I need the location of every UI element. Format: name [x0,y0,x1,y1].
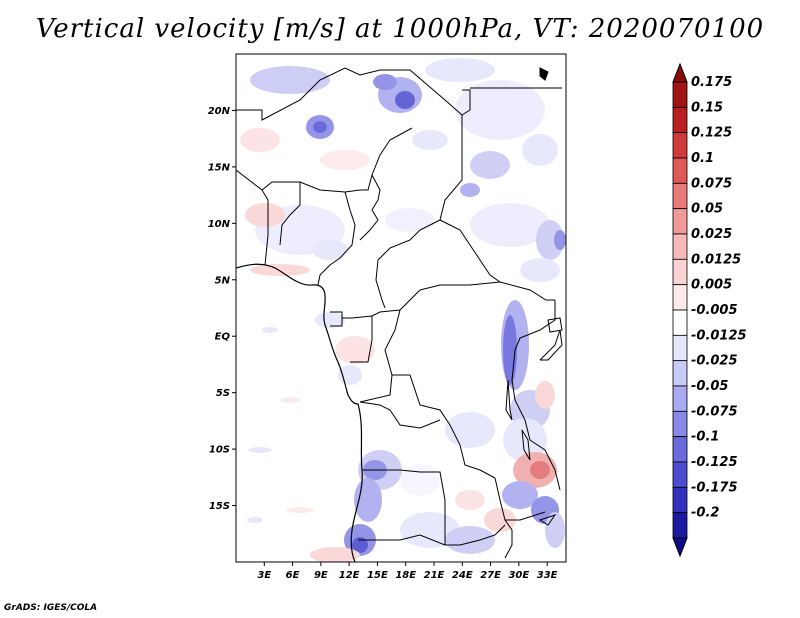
longitude-axis: 3E 6E 9E 12E 15E 18E 21E 24E 27E 30E 33E [257,562,558,581]
lat-tick-label: 10S [209,445,230,456]
colorbar-swatch [672,208,688,235]
colorbar-swatch [672,106,688,134]
colorbar-swatch [672,334,688,362]
grads-credit: GrADS: IGES/COLA [4,603,98,613]
lon-tick-label: 12E [339,570,360,581]
colorbar-label: -0.0125 [691,328,747,343]
colorbar-label: -0.05 [691,379,728,394]
colorbar-label: -0.005 [691,303,738,318]
lon-tick-label: 24E [452,570,473,581]
lon-tick-label: 18E [395,570,416,581]
colorbar-label: 0.1 [691,151,714,166]
latitude-axis: 20N 15N 10N 5N EQ 5S 10S 15S [208,106,236,512]
colorbar-swatch [672,436,688,463]
colorbar-swatch [672,512,688,539]
lat-tick-label: 20N [208,106,231,117]
lon-tick-label: 30E [508,570,529,581]
lon-tick-label: 27E [480,570,501,581]
lat-tick-label: 5S [216,388,230,399]
colorbar-swatch [672,410,688,438]
colorbar-swatch [672,132,688,159]
country-borders [236,67,563,562]
colorbar-label: 0.005 [691,278,732,293]
colorbar-swatch [672,233,688,260]
lon-tick-label: 9E [314,570,328,581]
lon-tick-label: 3E [257,570,271,581]
colorbar-label: 0.075 [691,176,732,191]
colorbar-swatch [672,486,688,514]
colorbar-label: -0.1 [691,430,719,445]
colorbar-label: 0.125 [691,126,732,141]
map-title: Vertical velocity [m/s] at 1000hPa, VT: … [35,14,765,44]
colorbar-label: -0.175 [691,480,738,495]
lat-tick-label: 15S [209,501,230,512]
colorbar-label: -0.025 [691,354,738,369]
lat-tick-label: 15N [208,162,231,173]
colorbar-label: -0.075 [691,404,738,419]
colorbar-label: 0.15 [691,100,723,115]
colorbar-swatch [672,385,688,412]
colorbar-swatch [672,360,688,387]
colorbar-swatch [672,81,688,108]
map-frame [235,53,567,563]
map-panel: 20N 15N 10N 5N EQ 5S 10S 15S 3E 6E 9E 12E 15E 18E 21E… [208,53,567,581]
colorbar-bottom-triangle [672,537,688,558]
velocity-field [240,58,566,562]
colorbar-label: 0.0125 [691,252,741,267]
colorbar-swatch [672,258,688,286]
colorbar-label: -0.2 [691,506,719,521]
colorbar-top-triangle [672,62,688,83]
colorbar-label: 0.175 [691,75,732,90]
colorbar-label: 0.05 [691,202,723,217]
lon-tick-label: 15E [367,570,388,581]
lat-tick-label: 5N [215,275,231,286]
lon-tick-label: 21E [424,570,445,581]
colorbar-swatch [672,284,688,311]
lat-tick-label: EQ [215,332,231,343]
colorbar-swatch [672,157,688,184]
colorbar-label: 0.025 [691,227,732,242]
colorbar-label: -0.125 [691,455,738,470]
colorbar-swatch [672,182,688,210]
colorbar: 0.175 0.15 0.125 0.1 0.075 0.05 0.025 0.0125 0.0… [672,62,747,558]
colorbar-swatch [672,309,688,336]
lon-tick-label: 33E [537,570,558,581]
lat-tick-label: 10N [208,219,231,230]
lon-tick-label: 6E [286,570,300,581]
colorbar-swatch [672,461,688,488]
